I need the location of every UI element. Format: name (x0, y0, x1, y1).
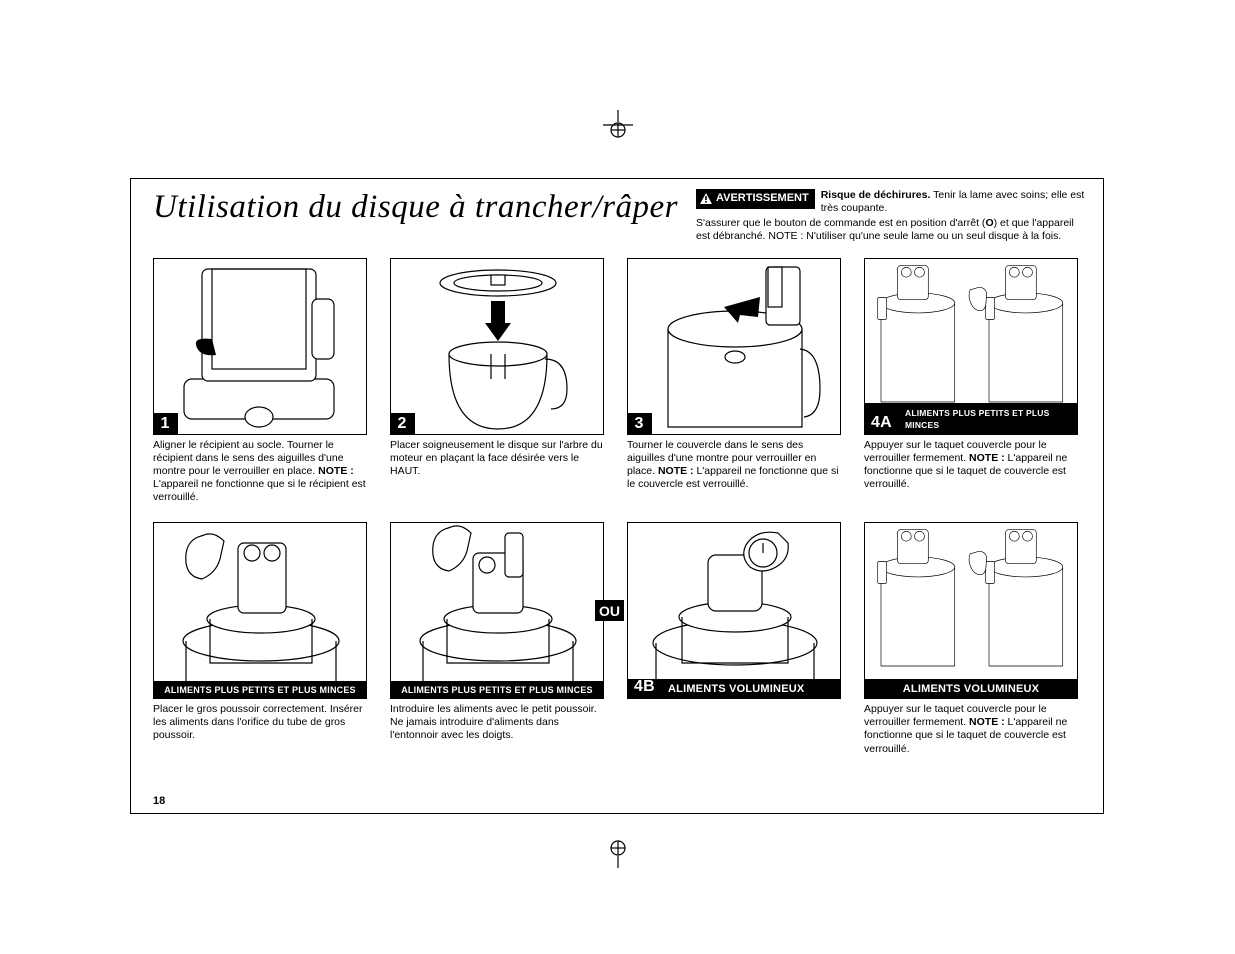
cap-b: NOTE : (318, 465, 354, 477)
step-caption: Tourner le couvercle dans le sens des ai… (627, 439, 841, 492)
page-title: Utilisation du disque à trancher/râper (153, 189, 684, 226)
cap-a: Introduire les aliments avec le petit po… (390, 703, 597, 741)
bar-label: ALIMENTS PLUS PETITS ET PLUS MINCES (905, 408, 1049, 430)
illustration-large-feed (628, 523, 841, 699)
step-figure-3: 3 (627, 258, 841, 435)
step-cell: 1 Aligner le récipient au socle. Tourner… (153, 258, 376, 505)
illustration-base-bowl (154, 259, 367, 435)
illustration-latch-large (865, 523, 1078, 699)
step-caption: Appuyer sur le taquet couvercle pour le … (864, 703, 1078, 756)
step-caption: Appuyer sur le taquet couvercle pour le … (864, 439, 1078, 492)
step-cell: ALIMENTS PLUS PETITS ET PLUS MINCES Plac… (153, 522, 376, 756)
warning-body-1: Risque de déchirures. Tenir la lame avec… (821, 189, 1087, 215)
step-caption: Placer soigneusement le disque sur l'arb… (390, 439, 604, 478)
crop-mark-bottom (603, 838, 633, 868)
cap-c: L'appareil ne fonctionne que si le récip… (153, 478, 366, 503)
step-number: 4B (634, 678, 655, 696)
page-number: 18 (153, 795, 165, 807)
figure-bar: 4A ALIMENTS PLUS PETITS ET PLUS MINCES (865, 403, 1077, 434)
step-figure-4a: 4A ALIMENTS PLUS PETITS ET PLUS MINCES (864, 258, 1078, 435)
step-figure-5: ALIMENTS PLUS PETITS ET PLUS MINCES (153, 522, 367, 699)
step-caption: Placer le gros poussoir correctement. In… (153, 703, 367, 742)
warning-line2-bold: O (985, 217, 993, 229)
figure-bar: 4B ALIMENTS VOLUMINEUX (628, 679, 840, 698)
bar-label: ALIMENTS VOLUMINEUX (668, 683, 804, 695)
warning-badge: AVERTISSEMENT (696, 189, 815, 209)
step-caption: Aligner le récipient au socle. Tourner l… (153, 439, 367, 505)
step-cell: 4B ALIMENTS VOLUMINEUX (627, 522, 850, 756)
illustration-large-pusher (154, 523, 367, 699)
cap-a: Aligner le récipient au socle. Tourner l… (153, 439, 344, 477)
cap-b: NOTE : (658, 465, 694, 477)
figure-bar: ALIMENTS VOLUMINEUX (865, 679, 1077, 698)
warning-line2a: S'assurer que le bouton de commande est … (696, 217, 985, 229)
figure-bar: ALIMENTS PLUS PETITS ET PLUS MINCES (154, 681, 366, 698)
step-number: 4A (871, 414, 892, 432)
step-cell: 4A ALIMENTS PLUS PETITS ET PLUS MINCES A… (864, 258, 1087, 505)
illustration-small-pusher (391, 523, 604, 699)
step-figure-2: 2 (390, 258, 604, 435)
illustration-lid-lock (628, 259, 841, 435)
cap-a: Placer le gros poussoir correctement. In… (153, 703, 363, 741)
or-divider: OU (595, 600, 624, 621)
step-number: 1 (154, 413, 178, 434)
step-figure-1: 1 (153, 258, 367, 435)
cap-b: NOTE : (969, 452, 1005, 464)
figure-bar: ALIMENTS PLUS PETITS ET PLUS MINCES (391, 681, 603, 698)
warning-badge-label: AVERTISSEMENT (716, 192, 809, 206)
warning-block: AVERTISSEMENT Risque de déchirures. Teni… (696, 189, 1087, 244)
step-figure-6: ALIMENTS PLUS PETITS ET PLUS MINCES (390, 522, 604, 699)
page-header: Utilisation du disque à trancher/râper A… (131, 179, 1103, 250)
cap-a: Placer soigneusement le disque sur l'arb… (390, 439, 603, 477)
cap-b: NOTE : (969, 716, 1005, 728)
step-figure-8: ALIMENTS VOLUMINEUX (864, 522, 1078, 699)
illustration-disc-insert (391, 259, 604, 435)
step-cell: 3 Tourner le couvercle dans le sens des … (627, 258, 850, 505)
step-cell: 2 Placer soigneusement le disque sur l'a… (390, 258, 613, 505)
step-caption: Introduire les aliments avec le petit po… (390, 703, 604, 742)
manual-page: Utilisation du disque à trancher/râper A… (130, 178, 1104, 814)
step-cell: ALIMENTS VOLUMINEUX Appuyer sur le taque… (864, 522, 1087, 756)
step-number: 3 (628, 413, 652, 434)
step-figure-4b: 4B ALIMENTS VOLUMINEUX (627, 522, 841, 699)
crop-mark-top (603, 110, 633, 140)
warning-body-2: S'assurer que le bouton de commande est … (696, 217, 1087, 243)
steps-grid: 1 Aligner le récipient au socle. Tourner… (131, 250, 1103, 766)
bar-label: ALIMENTS VOLUMINEUX (903, 683, 1039, 695)
step-cell: OU ALIMENTS PLUS PETITS ET PLUS MINCES I… (390, 522, 613, 756)
warning-headline: Risque de déchirures. (821, 189, 931, 201)
step-number: 2 (391, 413, 415, 434)
warning-triangle-icon (700, 193, 712, 204)
